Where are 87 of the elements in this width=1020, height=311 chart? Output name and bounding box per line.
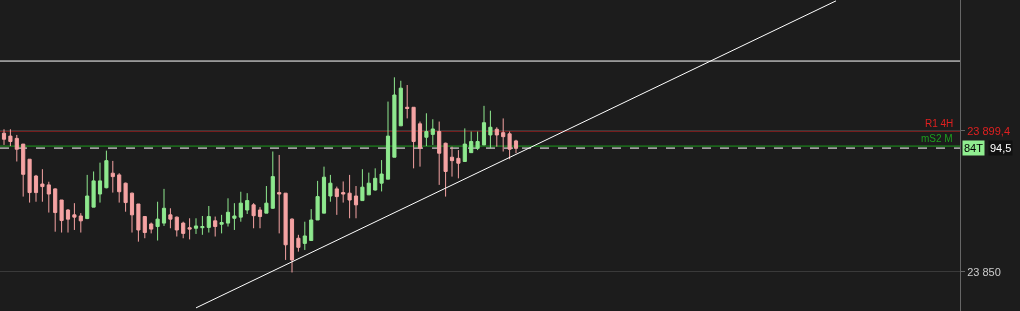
ref-line-label: mS2 M	[921, 133, 953, 144]
candlestick	[379, 159, 384, 192]
candlestick	[462, 127, 467, 162]
candlestick	[443, 142, 448, 198]
candlestick	[373, 167, 378, 192]
candlestick	[225, 197, 231, 228]
candlestick	[78, 212, 83, 234]
candlestick	[257, 206, 263, 229]
candlestick	[437, 121, 442, 186]
candlestick	[283, 192, 288, 261]
candlestick	[309, 208, 314, 242]
candlestick	[475, 131, 480, 151]
candlestick	[232, 202, 237, 231]
candlestick	[181, 221, 186, 239]
candlestick	[123, 182, 128, 213]
candlestick	[97, 162, 103, 204]
text: 94,5	[990, 142, 1012, 154]
candlestick	[417, 121, 423, 168]
candlestick	[174, 216, 179, 238]
candlestick	[398, 80, 403, 127]
candlestick	[334, 186, 339, 216]
candlestick	[494, 126, 499, 148]
candlestick	[347, 174, 352, 219]
candlestick	[488, 110, 493, 149]
candlestick	[40, 168, 45, 203]
candlestick	[289, 217, 295, 273]
candlestick	[405, 84, 410, 119]
candlestick	[8, 128, 13, 147]
candlestick	[238, 191, 243, 223]
candlestick	[193, 217, 199, 235]
candlestick	[33, 174, 39, 203]
candlestick	[14, 134, 19, 162]
candlestick	[59, 199, 64, 234]
candlestick	[65, 208, 71, 234]
candlestick	[302, 221, 307, 251]
candlestick	[469, 131, 474, 154]
ref-line-label: R1 4H	[925, 118, 954, 129]
candlestick	[161, 188, 167, 227]
candlestick	[149, 222, 154, 234]
candlestick	[129, 192, 135, 234]
candlestick	[353, 185, 359, 219]
candlestick	[1, 128, 7, 146]
candlestick	[456, 149, 461, 179]
candlestick	[142, 215, 147, 239]
candlestick	[270, 151, 275, 210]
candlestick	[277, 154, 282, 234]
candlestick	[341, 180, 346, 204]
candlestick	[117, 172, 122, 204]
candlestick	[27, 158, 32, 204]
candlestick	[392, 76, 397, 158]
candlestick	[481, 105, 487, 146]
candlestick	[104, 150, 109, 189]
candlestick	[53, 187, 58, 233]
candlestick	[110, 160, 115, 194]
y-tick-label: 23 899,4	[967, 124, 1011, 137]
candlestick	[366, 172, 371, 196]
candlestick	[72, 202, 77, 231]
candlestick	[296, 234, 301, 253]
candlestick	[46, 181, 51, 214]
candlestick	[245, 192, 250, 215]
candlestick	[328, 174, 333, 203]
candlestick	[219, 214, 224, 234]
candlestick	[430, 118, 435, 146]
candlestick	[360, 168, 365, 202]
candlestick	[136, 203, 141, 243]
candlestick	[321, 166, 327, 214]
candlestick	[507, 131, 512, 160]
candlestick	[251, 202, 256, 229]
candlestick	[200, 215, 205, 236]
candlestick	[168, 207, 173, 229]
candlestick	[264, 185, 269, 214]
candlestick	[21, 143, 26, 198]
candlestick	[424, 112, 429, 147]
candlestick	[91, 170, 96, 208]
candlestick	[315, 180, 320, 221]
candlestick	[206, 205, 211, 234]
candlestick	[513, 139, 519, 154]
candlestick	[411, 106, 416, 169]
candlestick	[187, 217, 192, 240]
candlestick	[213, 216, 218, 238]
text: 84T	[964, 142, 984, 154]
candlestick	[385, 101, 391, 180]
candlestick	[449, 146, 455, 178]
y-tick-label: 23 850	[967, 265, 1001, 278]
candlestick	[501, 117, 506, 153]
candlestick	[155, 201, 160, 242]
candlestick	[85, 174, 90, 220]
